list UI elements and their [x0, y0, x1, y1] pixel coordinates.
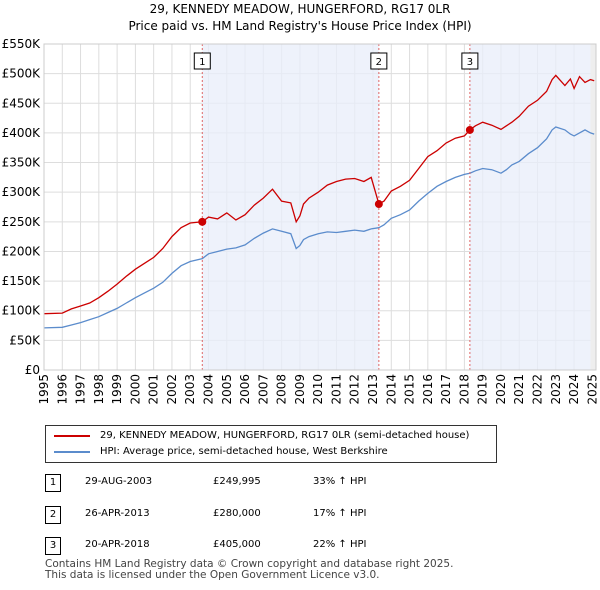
y-tick-label: £500K	[2, 67, 42, 81]
sale-row: 2 26-APR-2013 £280,000 17% ↑ HPI	[45, 506, 495, 524]
axes: £0 £50K £100K £150K £200K £250K £300K £350K £400…	[2, 37, 600, 405]
sale-number-badge: 2	[45, 506, 61, 524]
x-tick-label: 2021	[512, 374, 526, 405]
sale-label: 3	[467, 57, 473, 68]
x-tick-label: 2018	[457, 374, 471, 405]
x-tick-label: 1997	[74, 374, 88, 405]
x-tick-label: 2024	[567, 374, 581, 405]
chart-title: 29, KENNEDY MEADOW, HUNGERFORD, RG17 0LR	[149, 2, 451, 16]
y-tick-label: £550K	[2, 37, 42, 51]
plot-border	[43, 43, 597, 371]
y-tick-label: £50K	[9, 333, 41, 347]
sale-price: £249,995	[213, 476, 261, 487]
sale-price: £405,000	[213, 539, 261, 550]
x-tick-label: 2000	[128, 374, 142, 405]
forecast-area	[590, 44, 596, 370]
sale-point	[465, 125, 474, 134]
legend-swatch-hpi	[54, 451, 90, 453]
legend-label-property: 29, KENNEDY MEADOW, HUNGERFORD, RG17 0LR…	[100, 430, 470, 441]
sale-bands	[202, 44, 596, 370]
sale-hpi-change: 33% ↑ HPI	[313, 476, 367, 487]
sale-date: 20-APR-2018	[85, 539, 150, 550]
x-tick-label: 2025	[585, 374, 599, 405]
sale-label: 2	[376, 57, 382, 68]
y-tick-label: £0	[25, 363, 40, 377]
y-tick-label: £350K	[2, 156, 42, 170]
x-tick-label: 2012	[348, 374, 362, 405]
x-tick-label: 2020	[494, 374, 508, 405]
sale-label: 1	[199, 57, 205, 68]
sale-number-badge: 1	[45, 474, 61, 492]
x-tick-label: 2001	[147, 374, 161, 405]
sale-date: 26-APR-2013	[85, 508, 150, 519]
x-tick-label: 2009	[293, 374, 307, 405]
sale-date: 29-AUG-2003	[85, 476, 153, 487]
x-tick-label: 1996	[55, 374, 69, 405]
x-tick-label: 2015	[403, 374, 417, 405]
sale-point	[198, 217, 207, 226]
x-tick-label: 2011	[329, 374, 343, 405]
y-tick-label: £300K	[2, 185, 42, 199]
y-tick-label: £450K	[2, 96, 42, 110]
ownership-band	[202, 44, 379, 370]
price-chart: 1 2 3 £0 £50K £100K £150K £200K £250K £300K £350K…	[2, 37, 600, 405]
y-tick-label: £100K	[2, 304, 42, 318]
y-tick-label: £250K	[2, 215, 42, 229]
legend-label-hpi: HPI: Average price, semi-detached house,…	[100, 446, 388, 457]
sale-row: 1 29-AUG-2003 £249,995 33% ↑ HPI	[45, 474, 495, 492]
footer-copyright: Contains HM Land Registry data © Crown c…	[45, 558, 454, 570]
x-tick-label: 2002	[165, 374, 179, 405]
y-tick-label: £200K	[2, 244, 42, 258]
x-tick-label: 2003	[183, 374, 197, 405]
legend: 29, KENNEDY MEADOW, HUNGERFORD, RG17 0LR…	[45, 425, 497, 463]
x-tick-label: 1999	[110, 374, 124, 405]
x-tick-label: 1995	[37, 374, 51, 405]
sale-markers: 1 2 3	[193, 44, 479, 370]
footer: Contains HM Land Registry data © Crown c…	[45, 559, 453, 581]
x-tick-label: 2005	[220, 374, 234, 405]
x-tick-label: 2016	[421, 374, 435, 405]
x-tick-label: 2022	[531, 374, 545, 405]
x-tick-label: 2013	[366, 374, 380, 405]
sale-hpi-change: 17% ↑ HPI	[313, 508, 367, 519]
series-lines	[43, 74, 595, 329]
sale-row: 3 20-APR-2018 £405,000 22% ↑ HPI	[45, 537, 495, 555]
x-tick-label: 1998	[92, 374, 106, 405]
property-price-line	[43, 74, 595, 315]
sale-price: £280,000	[213, 508, 261, 519]
legend-swatch-property	[54, 435, 90, 437]
chart-subtitle: Price paid vs. HM Land Registry's House …	[128, 19, 472, 33]
x-tick-label: 2006	[238, 374, 252, 405]
footer-licence: This data is licensed under the Open Gov…	[45, 569, 380, 581]
x-tick-label: 2008	[275, 374, 289, 405]
y-tick-label: £400K	[2, 126, 42, 140]
x-tick-label: 2014	[384, 374, 398, 405]
x-tick-label: 2004	[202, 374, 216, 405]
sale-label-box	[461, 52, 479, 70]
x-tick-label: 2023	[549, 374, 563, 405]
x-tick-label: 2017	[439, 374, 453, 405]
x-tick-label: 2010	[311, 374, 325, 405]
hpi-line	[43, 126, 595, 329]
x-tick-label: 2019	[476, 374, 490, 405]
sale-point	[374, 200, 383, 209]
sale-label-box	[370, 52, 388, 70]
x-tick-label: 2007	[256, 374, 270, 405]
ownership-band	[469, 44, 591, 370]
sale-label-box	[193, 52, 211, 70]
y-tick-label: £150K	[2, 274, 42, 288]
sale-number-badge: 3	[45, 537, 61, 555]
sale-hpi-change: 22% ↑ HPI	[313, 539, 367, 550]
